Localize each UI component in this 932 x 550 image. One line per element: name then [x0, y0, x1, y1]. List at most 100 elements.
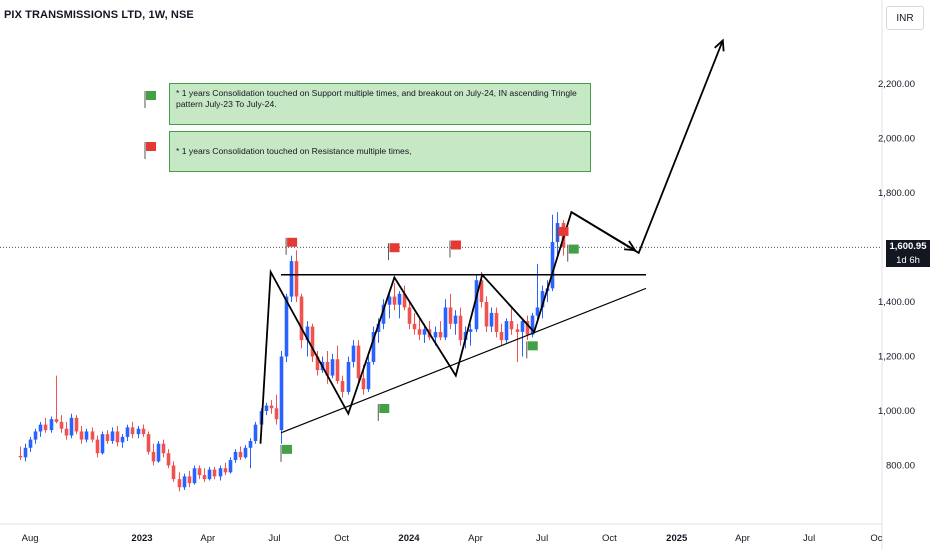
flag-cloth — [558, 226, 569, 236]
candle-body — [294, 261, 299, 297]
note-support[interactable]: * 1 years Consolidation touched on Suppo… — [169, 83, 591, 125]
flag-cloth — [568, 244, 579, 254]
x-tick-label: Jul — [536, 533, 548, 544]
candle-body — [253, 424, 258, 441]
candle-body — [49, 419, 54, 431]
x-tick-label: Oc — [870, 533, 882, 544]
candle-body — [146, 434, 151, 452]
x-tick-label: 2023 — [131, 533, 152, 544]
candle-body — [136, 428, 141, 435]
candle-body — [228, 460, 233, 473]
candle-body — [494, 312, 499, 332]
candle-body — [274, 408, 279, 420]
candle-body — [438, 331, 443, 338]
candle-body — [28, 439, 33, 448]
candle-body — [125, 427, 130, 437]
candle-body — [69, 417, 74, 436]
candle-body — [407, 307, 412, 324]
candle-body — [474, 280, 479, 330]
candle-body — [84, 431, 89, 440]
candle-body — [499, 331, 504, 341]
candle-body — [38, 424, 43, 432]
y-tick-label: 2,200.00 — [878, 79, 915, 90]
green-flag-icon — [526, 341, 538, 359]
candle-body — [509, 321, 514, 330]
candle-body — [479, 280, 484, 302]
flag-cloth — [287, 237, 298, 247]
candle-body — [18, 455, 23, 458]
candle-body — [484, 302, 489, 327]
last-price-label: 1,600.95 — [886, 240, 930, 254]
candle-body — [458, 315, 463, 341]
candle-body — [325, 361, 330, 376]
candle-body — [330, 359, 335, 376]
flag-cloth — [146, 142, 156, 151]
x-tick-label: Apr — [735, 533, 750, 544]
x-tick-label: Jul — [803, 533, 815, 544]
candle-body — [284, 296, 289, 357]
candle-body — [243, 447, 248, 458]
candle-body — [161, 443, 166, 454]
candle-body — [504, 321, 509, 341]
candle-body — [248, 440, 253, 448]
candle-body — [166, 453, 171, 466]
red-flag-icon — [388, 243, 400, 261]
green-flag-icon — [567, 244, 579, 262]
x-tick-label: Oct — [602, 533, 617, 544]
x-tick-label: Apr — [200, 533, 215, 544]
candle-body — [335, 359, 340, 382]
candle-body — [381, 304, 386, 324]
candle-body — [141, 428, 146, 435]
candle-body — [351, 345, 356, 362]
candle-body — [489, 312, 494, 327]
candle-body — [79, 431, 84, 440]
candle-body — [530, 315, 535, 335]
candle-body — [115, 431, 120, 443]
candle-body — [525, 321, 530, 335]
candle-body — [376, 323, 381, 332]
note-resistance[interactable]: * 1 years Consolidation touched on Resis… — [169, 131, 591, 172]
y-tick-label: 1,000.00 — [878, 406, 915, 417]
candle-body — [23, 447, 28, 458]
candle-body — [412, 323, 417, 330]
flag-cloth — [281, 444, 292, 454]
x-tick-label: Apr — [468, 533, 483, 544]
bar-countdown-label: 1d 6h — [886, 254, 930, 267]
green-flag-icon — [280, 444, 292, 462]
candle-body — [90, 431, 95, 440]
projection-arrowhead — [714, 38, 725, 52]
candle-body — [197, 468, 202, 476]
candle-body — [535, 307, 540, 316]
candle-body — [177, 479, 182, 488]
candle-body — [402, 293, 407, 308]
symbol-title: PIX TRANSMISSIONS LTD, 1W, NSE — [4, 9, 194, 21]
y-tick-label: 1,400.00 — [878, 297, 915, 308]
flag-cloth — [450, 240, 461, 250]
pullback-arrowhead — [623, 240, 637, 252]
candle-body — [212, 469, 217, 477]
flag-cloth — [527, 341, 538, 351]
candle-body — [207, 469, 212, 480]
green-flag-icon — [377, 404, 390, 421]
candle-body — [105, 434, 110, 441]
candle-body — [448, 307, 453, 324]
candle-body — [443, 307, 448, 338]
note-green-flag-icon — [144, 91, 156, 108]
x-tick-label: Aug — [22, 533, 39, 544]
red-flag-icon — [449, 240, 461, 258]
candle-body — [417, 329, 422, 335]
candle-body — [515, 329, 520, 332]
y-tick-label: 800.00 — [886, 461, 915, 472]
candle-body — [171, 465, 176, 480]
x-tick-label: 2025 — [666, 533, 688, 544]
candle-body — [130, 427, 135, 435]
x-tick-label: Jul — [268, 533, 280, 544]
candle-body — [74, 417, 79, 432]
candle-body — [310, 326, 315, 357]
candle-body — [387, 296, 392, 305]
currency-button[interactable]: INR — [886, 6, 924, 30]
candle-body — [182, 476, 187, 488]
candle-body — [346, 361, 351, 392]
candle-body — [110, 431, 115, 441]
